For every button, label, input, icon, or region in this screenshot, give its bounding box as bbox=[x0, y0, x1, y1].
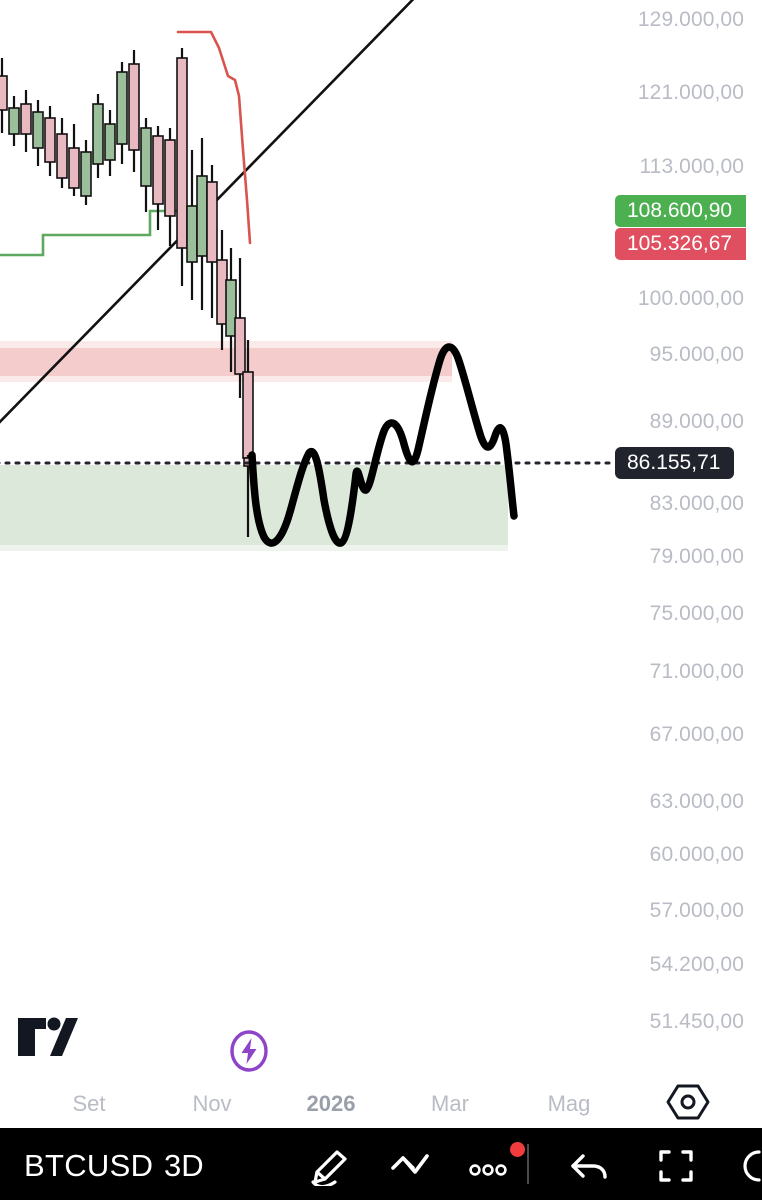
hexagon-settings-icon[interactable] bbox=[664, 1080, 712, 1124]
ghost-symbol-label: BTCUSD bbox=[24, 1128, 149, 1130]
candle bbox=[206, 165, 218, 318]
price-tick: 67.000,00 bbox=[649, 723, 744, 746]
time-tick: Set bbox=[72, 1091, 106, 1116]
notification-badge-icon bbox=[510, 1142, 525, 1157]
price-tick: 89.000,00 bbox=[649, 410, 744, 433]
chevrons-icon[interactable] bbox=[389, 1146, 435, 1186]
candle bbox=[20, 90, 32, 152]
resistance-zone-edge-lower bbox=[0, 376, 452, 382]
pencil-icon[interactable] bbox=[307, 1146, 353, 1186]
candle bbox=[225, 248, 237, 372]
candle bbox=[186, 150, 198, 300]
candlestick-series bbox=[0, 48, 254, 537]
time-tick: Mar bbox=[431, 1091, 469, 1116]
price-tick: 95.000,00 bbox=[649, 343, 744, 366]
ghost-timeframe-label: 2D bbox=[164, 1128, 202, 1130]
candle bbox=[8, 96, 20, 146]
price-tick: 129.000,00 bbox=[637, 8, 744, 31]
price-tick: 71.000,00 bbox=[649, 660, 744, 683]
lightning-badge-icon[interactable] bbox=[228, 1028, 270, 1074]
last-price-badge[interactable]: 86.155,71 bbox=[615, 447, 735, 479]
support-zone-edge bbox=[0, 545, 508, 551]
candle bbox=[234, 258, 246, 398]
price-tick: 60.000,00 bbox=[649, 843, 744, 866]
symbol-button[interactable]: BTCUSD bbox=[24, 1148, 153, 1184]
resistance-zone bbox=[0, 347, 452, 376]
price-scale[interactable]: 129.000,00 121.000,00 113.000,00 100.000… bbox=[615, 0, 762, 1078]
price-tick: 51.450,00 bbox=[649, 1010, 744, 1033]
candle bbox=[164, 128, 176, 246]
undo-arrow-icon[interactable] bbox=[567, 1146, 613, 1186]
tradingview-logo bbox=[18, 1017, 78, 1056]
time-scale[interactable]: Set Nov 2026 Mar Mag bbox=[0, 1078, 762, 1128]
lower-band-price-badge: 105.326,67 bbox=[615, 228, 747, 260]
candle bbox=[56, 118, 68, 188]
price-tick: 54.200,00 bbox=[649, 953, 744, 976]
time-tick: Nov bbox=[192, 1091, 232, 1116]
candle bbox=[44, 106, 56, 176]
price-tick: 100.000,00 bbox=[637, 287, 744, 310]
upper-band-line bbox=[176, 30, 252, 245]
candle bbox=[140, 118, 152, 212]
upper-band-price-badge: 108.600,90 bbox=[615, 195, 747, 227]
candle bbox=[196, 138, 208, 310]
time-tick: 2026 bbox=[306, 1091, 356, 1116]
timeframe-label: 3D bbox=[164, 1148, 204, 1183]
toolbar-divider bbox=[527, 1144, 529, 1184]
price-tick: 75.000,00 bbox=[649, 602, 744, 625]
price-tick: 63.000,00 bbox=[649, 790, 744, 813]
circle-arc-icon[interactable] bbox=[737, 1146, 762, 1186]
candle bbox=[32, 100, 44, 166]
fullscreen-icon[interactable] bbox=[653, 1146, 699, 1186]
price-tick: 121.000,00 bbox=[637, 81, 744, 104]
candle bbox=[80, 140, 92, 205]
price-tick: 57.000,00 bbox=[649, 899, 744, 922]
price-tick: 113.000,00 bbox=[639, 155, 744, 178]
symbol-label: BTCUSD bbox=[24, 1148, 154, 1183]
candle bbox=[92, 94, 104, 178]
supertrend-step-line bbox=[0, 209, 178, 257]
candle bbox=[104, 110, 116, 176]
three-dots-icon[interactable] bbox=[465, 1146, 511, 1186]
freehand-projection[interactable] bbox=[248, 343, 518, 547]
candle bbox=[176, 48, 188, 286]
chart-plot-area[interactable] bbox=[0, 0, 615, 1078]
price-tick: 83.000,00 bbox=[649, 492, 744, 515]
candle bbox=[68, 124, 80, 196]
candle bbox=[128, 50, 140, 172]
chart-canvas bbox=[0, 0, 615, 551]
candle bbox=[116, 62, 128, 164]
candle bbox=[0, 58, 8, 133]
toolbar-ghost-row: BTCUSD 2D bbox=[0, 1128, 762, 1132]
bottom-toolbar[interactable]: BTCUSD 2D BTCUSD 3D bbox=[0, 1128, 762, 1200]
timeframe-button[interactable]: 3D bbox=[164, 1148, 204, 1184]
time-tick: Mag bbox=[547, 1091, 591, 1116]
price-tick: 79.000,00 bbox=[649, 545, 744, 568]
resistance-zone-edge bbox=[0, 341, 452, 348]
candle bbox=[152, 126, 164, 230]
